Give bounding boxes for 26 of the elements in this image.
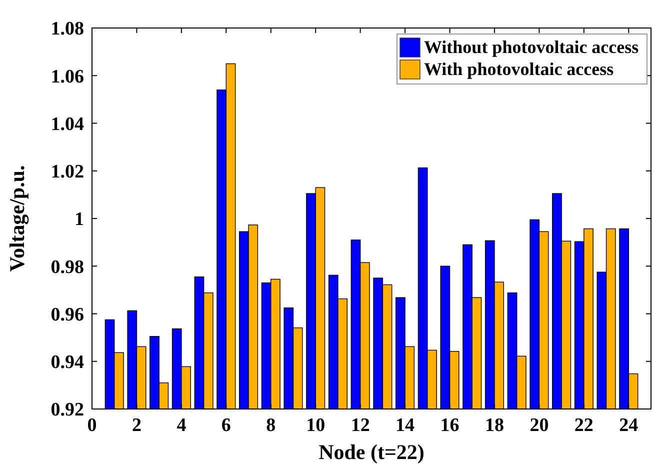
x-tick-label: 24 — [619, 415, 639, 436]
x-tick-label: 6 — [221, 415, 231, 436]
x-tick-label: 8 — [266, 415, 276, 436]
y-tick-label: 0.94 — [50, 352, 84, 374]
y-tick-label: 1.08 — [50, 18, 84, 40]
x-tick-label: 14 — [396, 415, 416, 436]
x-tick-label: 20 — [530, 415, 549, 436]
y-tick-label: 1 — [74, 209, 84, 230]
y-tick-label: 0.92 — [50, 400, 84, 421]
x-tick-label: 4 — [176, 415, 187, 436]
legend-label: With photovoltaic access — [424, 59, 614, 79]
x-tick-label: 2 — [132, 415, 142, 436]
y-tick-label: 1.02 — [50, 162, 84, 183]
y-tick-label: 1.06 — [50, 66, 84, 88]
y-tick-label: 1.04 — [50, 114, 84, 135]
x-tick-label: 22 — [574, 415, 594, 436]
legend-label: Without photovoltaic access — [424, 37, 639, 57]
x-tick-label: 18 — [484, 415, 504, 436]
x-tick-label: 0 — [87, 415, 97, 436]
y-tick-label: 0.98 — [50, 256, 84, 278]
y-tick-label: 0.96 — [50, 304, 84, 326]
x-tick-label: 16 — [440, 415, 460, 436]
x-tick-label: 12 — [350, 415, 370, 436]
y-axis-title: Voltage/p.u. — [5, 165, 29, 272]
x-axis-title: Node (t=22) — [318, 440, 424, 464]
x-tick-label: 10 — [306, 415, 326, 436]
